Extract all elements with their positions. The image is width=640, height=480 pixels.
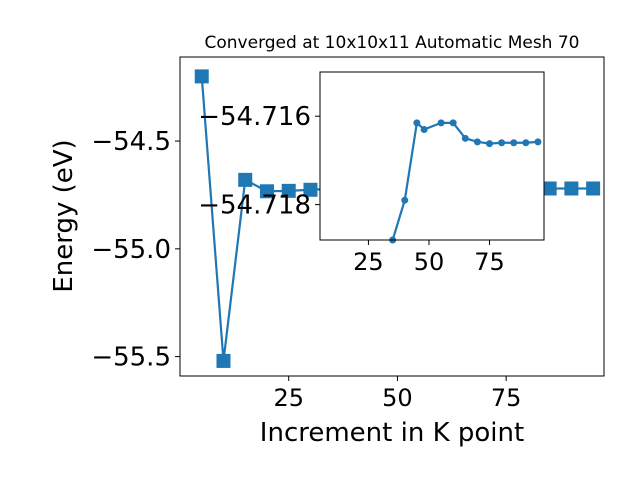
inset-x-tick-label: 75 (474, 248, 505, 276)
y-axis-label: Energy (eV) (49, 139, 79, 292)
inset-plot: 25 50 75 −54.718 −54.716 (198, 71, 545, 276)
inset-data-point (473, 138, 481, 146)
inset-data-point (534, 138, 542, 146)
main-x-tick-label: 50 (382, 384, 413, 412)
inset-y-tick-label: −54.716 (198, 102, 311, 132)
main-data-point (586, 181, 601, 196)
inset-y-tick-label: −54.718 (198, 191, 311, 221)
main-data-point (542, 181, 557, 196)
main-data-point (238, 172, 253, 187)
chart-title: Converged at 10x10x11 Automatic Mesh 70 (205, 33, 580, 53)
inset-x-tick-label: 25 (353, 248, 384, 276)
main-y-tick-label: −55.5 (91, 343, 171, 373)
main-data-point (194, 69, 209, 84)
main-data-point (259, 184, 274, 199)
main-plot-frame (179, 56, 605, 377)
inset-data-point (413, 119, 421, 127)
inset-data-point (437, 119, 445, 127)
main-data-point (216, 353, 231, 368)
inset-data-point (461, 134, 469, 142)
inset-data-point (522, 139, 530, 147)
main-y-tick-label: −55.0 (91, 235, 171, 265)
main-data-point (281, 183, 296, 198)
main-y-tick-label: −54.5 (91, 127, 171, 157)
inset-data-point (420, 125, 428, 133)
main-x-tick-label: 25 (273, 384, 304, 412)
inset-data-point (449, 119, 457, 127)
inset-data-point (401, 196, 409, 204)
main-data-point (564, 181, 579, 196)
main-x-tick-label: 75 (491, 384, 522, 412)
inset-x-tick-label: 50 (414, 248, 445, 276)
inset-data-point (486, 140, 494, 148)
inset-plot-frame (319, 71, 545, 241)
x-axis-label: Increment in K point (260, 418, 524, 448)
inset-background (320, 72, 544, 240)
inset-data-point (498, 139, 506, 147)
main-data-point (303, 182, 318, 197)
inset-data-point (510, 139, 518, 147)
